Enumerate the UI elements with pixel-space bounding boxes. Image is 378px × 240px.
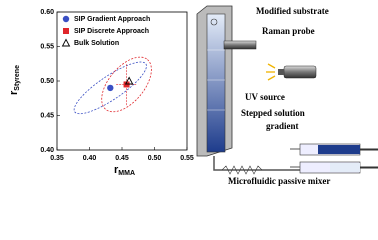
y-tick-label: 0.55 bbox=[40, 43, 54, 50]
x-axis-label-sub: MMA bbox=[118, 170, 135, 177]
y-axis-label: rStyrene bbox=[8, 65, 21, 95]
diagram-label: Raman probe bbox=[262, 26, 315, 36]
diagram-label: Stepped solution bbox=[241, 108, 305, 118]
point bbox=[107, 84, 114, 92]
y-tick-label: 0.60 bbox=[40, 9, 54, 16]
diagram-label: gradient bbox=[266, 121, 299, 131]
diagram-label: Modified substrate bbox=[256, 6, 329, 16]
legend-marker bbox=[63, 28, 69, 34]
y-axis-label-sub: Styrene bbox=[14, 65, 21, 91]
x-tick-label: 0.40 bbox=[83, 155, 97, 162]
legend-marker bbox=[61, 38, 71, 47]
x-tick-label: 0.55 bbox=[180, 155, 194, 162]
figure: Modified substrate Raman probe UV source… bbox=[8, 5, 378, 186]
y-tick-label: 0.40 bbox=[40, 147, 54, 154]
x-axis-label-main: r bbox=[114, 164, 119, 176]
x-tick-label: 0.50 bbox=[148, 155, 162, 162]
confidence-ellipse bbox=[101, 56, 152, 113]
x-tick-label: 0.45 bbox=[115, 155, 129, 162]
x-tick-label: 0.35 bbox=[50, 155, 64, 162]
x-axis-label: rMMA bbox=[114, 164, 135, 177]
device-diagram: Modified substrate Raman probe UV source… bbox=[196, 5, 378, 186]
diagram-label: Microfluidic passive mixer bbox=[228, 176, 330, 186]
y-tick-label: 0.45 bbox=[40, 112, 54, 119]
y-axis-label-main: r bbox=[8, 90, 20, 95]
legend-label: SIP Gradient Approach bbox=[74, 16, 150, 23]
legend-label: SIP Discrete Approach bbox=[74, 28, 149, 35]
legend-label: Bulk Solution bbox=[74, 40, 119, 47]
confidence-ellipse bbox=[73, 61, 147, 115]
diagram-label: UV source bbox=[245, 92, 285, 102]
legend-marker bbox=[62, 15, 70, 23]
y-tick-label: 0.50 bbox=[40, 78, 54, 85]
point bbox=[124, 76, 134, 85]
